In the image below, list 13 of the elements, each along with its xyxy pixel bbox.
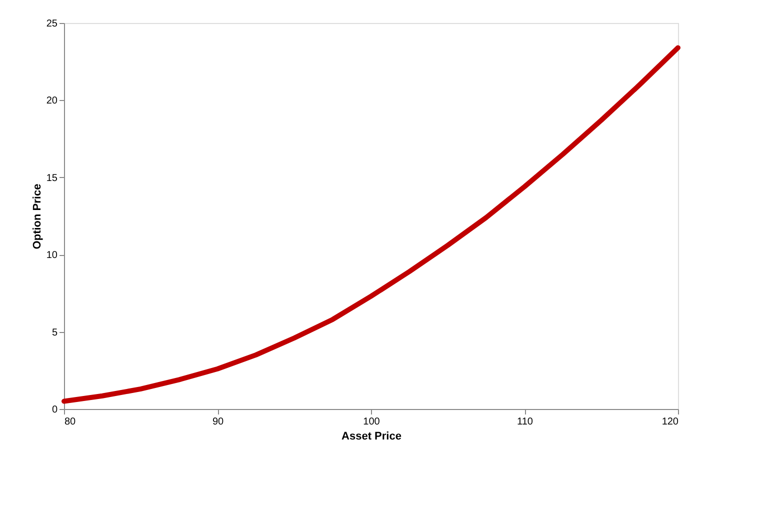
y-tick-label: 25: [46, 18, 58, 30]
y-tick-label: 15: [46, 172, 58, 184]
x-axis-title: Asset Price: [342, 430, 402, 442]
x-tick-label: 100: [363, 416, 380, 428]
x-tick-label: 90: [212, 416, 224, 428]
x-tick-label: 120: [662, 416, 679, 428]
x-tick-label: 110: [517, 416, 534, 428]
y-tick-label: 20: [46, 96, 58, 107]
y-tick-label: 5: [52, 327, 58, 338]
y-axis-title: Option Price: [31, 184, 44, 250]
x-tick-label: 80: [64, 416, 76, 428]
y-tick-label: 10: [46, 250, 58, 262]
y-tick-label: 0: [52, 404, 58, 416]
